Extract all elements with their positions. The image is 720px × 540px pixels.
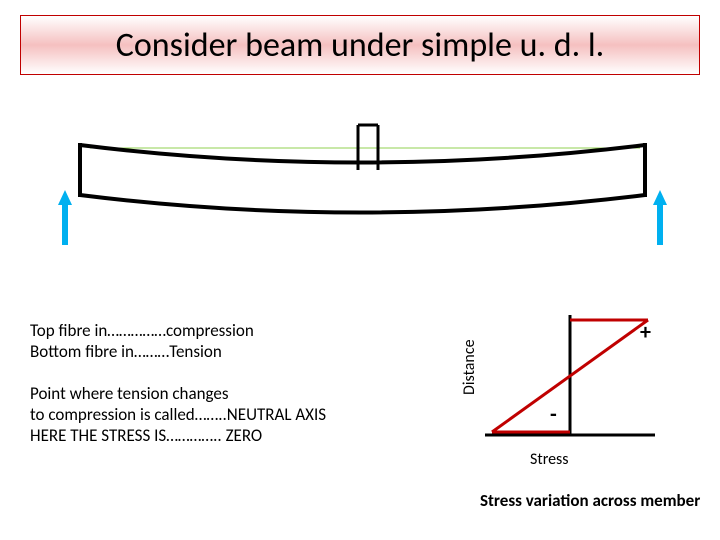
beam-bottom-fibre — [80, 195, 645, 213]
support-left-arrow — [58, 190, 72, 205]
minus-sign: - — [550, 400, 557, 427]
plus-sign: + — [640, 318, 651, 345]
text-line-2: Bottom fibre in………Tension — [30, 341, 430, 362]
text-line-4: to compression is called……..NEUTRAL AXIS — [30, 404, 430, 425]
title-box: Consider beam under simple u. d. l. — [20, 15, 700, 75]
text-line-1: Top fibre in……………compression — [30, 320, 430, 341]
page-title: Consider beam under simple u. d. l. — [116, 25, 604, 66]
x-axis-label: Stress — [530, 450, 569, 469]
text-line-3: Point where tension changes — [30, 383, 430, 404]
support-right-arrow — [653, 190, 667, 205]
beam-diagram — [20, 120, 700, 270]
description-text: Top fibre in……………compression Bottom fibr… — [30, 320, 430, 446]
text-line-5: HERE THE STRESS IS………….. ZERO — [30, 425, 430, 446]
chart-caption: Stress variation across member — [480, 490, 720, 511]
y-axis-label: Distance — [460, 339, 479, 395]
